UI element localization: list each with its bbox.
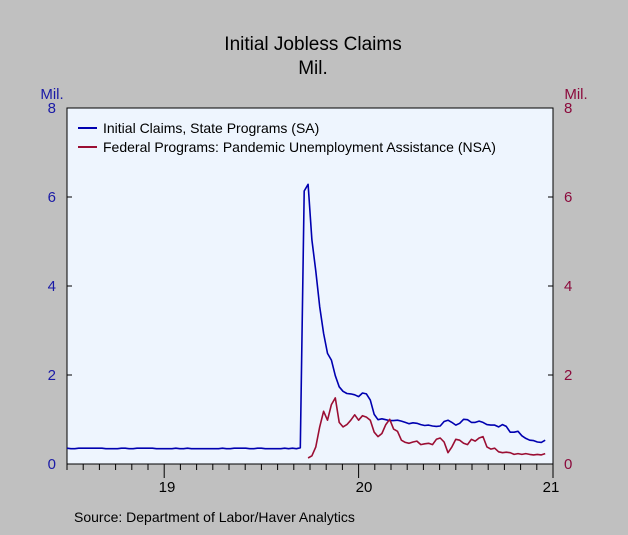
left-y-tick-label: 2: [48, 367, 56, 384]
right-axis-unit: Mil.: [564, 86, 587, 103]
right-y-tick-label: 2: [564, 367, 572, 384]
left-y-tick-label: 0: [48, 456, 56, 473]
series-layer: [66, 183, 546, 459]
plot-area: [66, 107, 554, 465]
legend-label-initial-claims: Initial Claims, State Programs (SA): [103, 120, 319, 136]
series-line-0: [66, 183, 546, 450]
x-tick-label: 20: [356, 479, 373, 496]
left-y-tick-label: 6: [48, 189, 56, 206]
series-line-1: [307, 397, 546, 459]
legend: Initial Claims, State Programs (SA) Fede…: [78, 120, 496, 155]
right-y-axis: 0 2 4 6 8: [548, 100, 572, 473]
left-axis-unit: Mil.: [40, 86, 63, 103]
right-y-tick-label: 0: [564, 456, 572, 473]
right-y-tick-label: 8: [564, 100, 572, 117]
source-note: Source: Department of Labor/Haver Analyt…: [74, 509, 355, 525]
right-y-tick-label: 4: [564, 278, 572, 295]
left-y-axis: 0 2 4 6 8: [48, 100, 72, 473]
chart-subtitle: Mil.: [298, 58, 328, 79]
x-tick-label: 21: [543, 479, 560, 496]
x-tick-label: 19: [159, 479, 176, 496]
left-y-tick-label: 8: [48, 100, 56, 117]
right-y-tick-label: 6: [564, 189, 572, 206]
legend-label-pua: Federal Programs: Pandemic Unemployment …: [103, 139, 496, 155]
x-axis: 19 20 21: [66, 464, 560, 496]
left-y-tick-label: 4: [48, 278, 56, 295]
chart-title: Initial Jobless Claims: [224, 34, 401, 55]
